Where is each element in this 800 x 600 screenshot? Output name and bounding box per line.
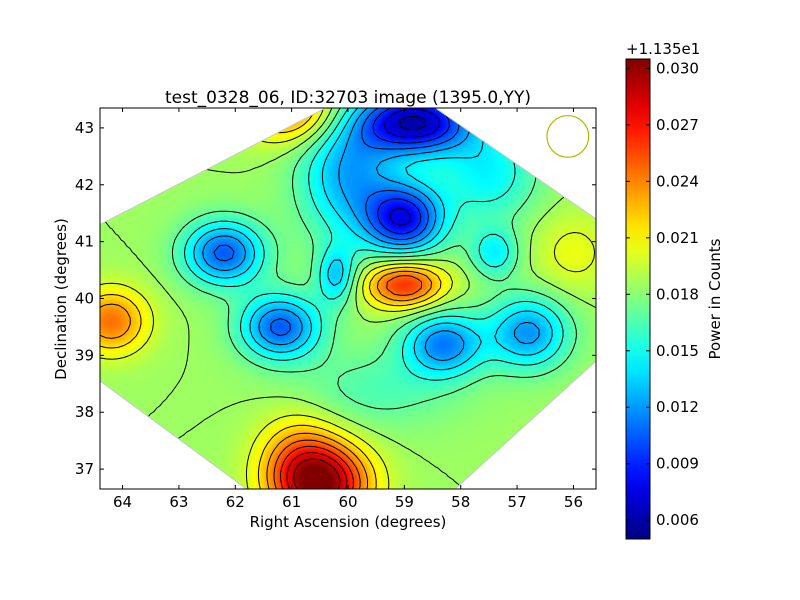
colorbar-tick-label: 0.027 (656, 116, 699, 134)
y-axis-label: Declination (degrees) (52, 218, 70, 380)
y-tick-label: 38 (75, 403, 94, 421)
x-axis-ticks: 64 63 62 61 60 59 58 57 56 (113, 108, 583, 511)
x-axis-label: Right Ascension (degrees) (250, 513, 447, 531)
colorbar-tick-label: 0.021 (656, 229, 699, 247)
x-tick-label: 64 (113, 493, 132, 511)
x-tick-label: 63 (169, 493, 188, 511)
colorbar (625, 58, 651, 540)
colorbar-tick-label: 0.006 (656, 511, 699, 529)
colorbar-tick-label: 0.024 (656, 172, 699, 190)
contour-line (399, 115, 426, 131)
x-tick-label: 61 (282, 493, 301, 511)
contour-line (280, 445, 354, 489)
colorbar-ticks: 0.006 0.009 0.012 0.015 0.018 0.021 0.024 0.027… (626, 59, 699, 529)
contour-line (171, 108, 577, 410)
x-tick-label: 62 (226, 493, 245, 511)
contour-line (286, 452, 348, 489)
contour-line (184, 108, 564, 381)
y-tick-label: 37 (75, 460, 94, 478)
y-axis-ticks: 37 38 39 40 41 42 43 (75, 119, 596, 478)
x-tick-label: 58 (451, 493, 470, 511)
colorbar-tick-label: 0.018 (656, 285, 699, 303)
contour-line (273, 275, 423, 489)
y-tick-label: 41 (75, 233, 94, 251)
colorbar-offset-text: +1.135e1 (626, 40, 700, 58)
x-tick-label: 59 (395, 493, 414, 511)
colorbar-tick-label: 0.012 (656, 398, 699, 416)
colorbar-tick-label: 0.015 (656, 342, 699, 360)
y-tick-label: 42 (75, 176, 94, 194)
contour-line (193, 108, 553, 371)
contour-line (202, 108, 540, 361)
chart-title: test_0328_06, ID:32703 image (1395.0,YY) (165, 88, 531, 108)
contour-line (293, 458, 341, 489)
x-tick-label: 57 (508, 493, 527, 511)
y-tick-label: 43 (75, 119, 94, 137)
contour-line (372, 108, 450, 235)
x-tick-label: 56 (564, 493, 583, 511)
contour-line (383, 108, 440, 226)
y-tick-label: 39 (75, 346, 94, 364)
x-tick-label: 60 (338, 493, 357, 511)
beam-circle (546, 114, 590, 158)
colorbar-tick-label: 0.009 (656, 455, 699, 473)
footprint-outline (100, 108, 596, 489)
colorbar-tick-label: 0.030 (656, 59, 699, 77)
y-tick-label: 40 (75, 290, 94, 308)
colorbar-label: Power in Counts (706, 238, 724, 359)
